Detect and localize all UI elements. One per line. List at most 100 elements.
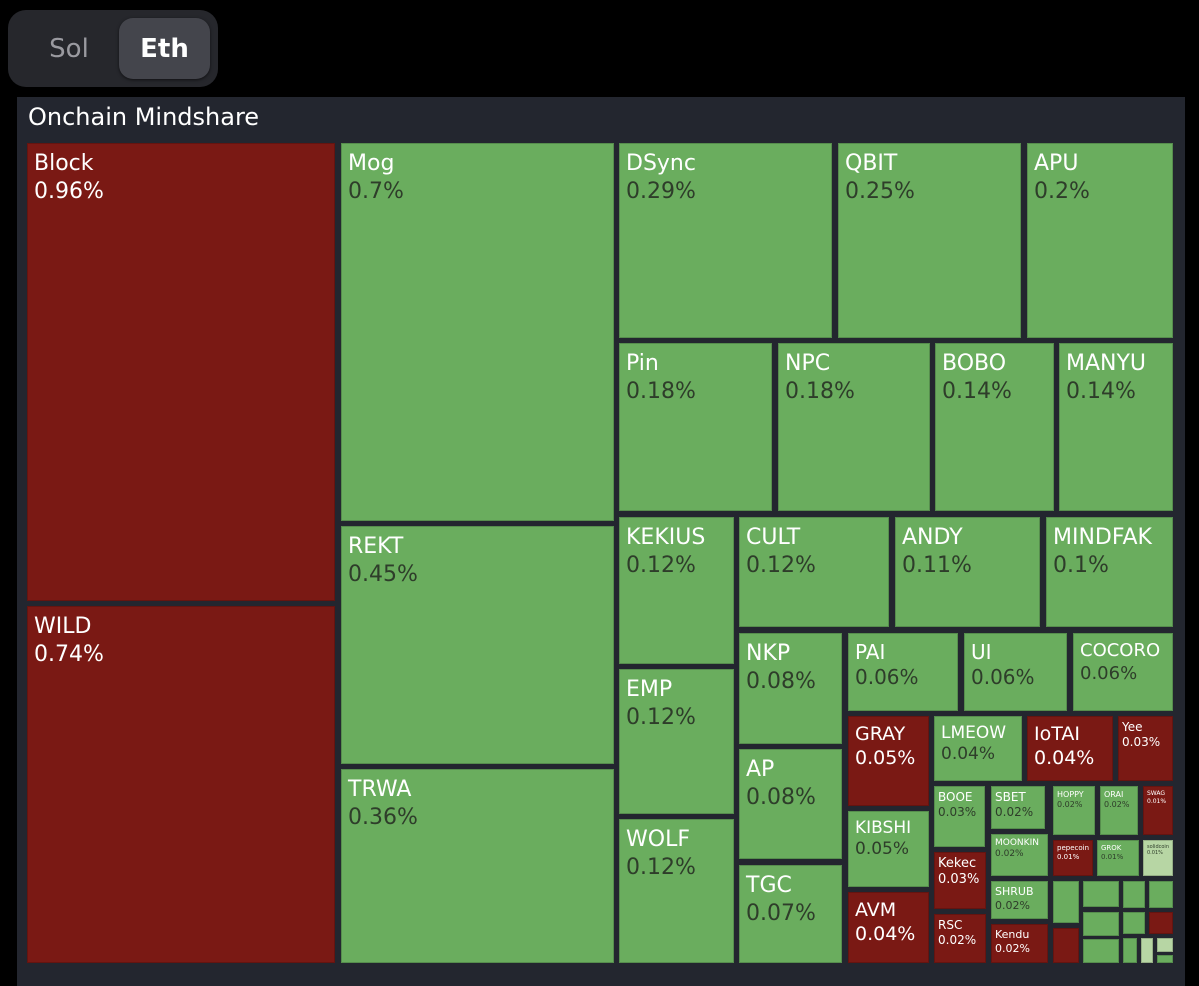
tile-percent: 0.02% [995, 941, 1030, 955]
tile-name: DSync [626, 151, 696, 176]
tile-label: HOPPY 0.02% [1057, 790, 1084, 810]
tile-kekec[interactable]: Kekec 0.03% [934, 852, 986, 909]
tile-label: Block 0.96% [34, 150, 104, 205]
tile-small[interactable] [1083, 912, 1119, 936]
tile-rekt[interactable]: REKT 0.45% [341, 526, 614, 764]
tile-percent: 0.45% [348, 561, 418, 587]
treemap-panel: Onchain Mindshare Block 0.96% WILD 0.74% Mog… [17, 97, 1185, 986]
tile-emp[interactable]: EMP 0.12% [619, 669, 734, 814]
tile-name: Kekec [938, 856, 977, 871]
tile-small[interactable] [1149, 881, 1173, 908]
tile-percent: 0.01% [1147, 797, 1167, 805]
tile-manyu[interactable]: MANYU 0.14% [1059, 343, 1173, 511]
tile-hoppy[interactable]: HOPPY 0.02% [1053, 786, 1095, 835]
tile-wolf[interactable]: WOLF 0.12% [619, 819, 734, 963]
tile-small[interactable] [1123, 938, 1137, 963]
tile-small[interactable] [1141, 938, 1153, 963]
tile-percent: 0.01% [1101, 852, 1124, 861]
tile-small[interactable] [1053, 881, 1079, 923]
tile-percent: 0.96% [34, 178, 104, 204]
tile-lmeow[interactable]: LMEOW 0.04% [934, 716, 1022, 781]
tile-label: QBIT 0.25% [845, 150, 915, 205]
tile-label: MINDFAK 0.1% [1053, 524, 1152, 579]
tile-name: IoTAI [1034, 723, 1080, 745]
tile-small[interactable] [1157, 938, 1173, 952]
tile-label: TGC 0.07% [746, 872, 816, 927]
tile-label: WOLF 0.12% [626, 826, 696, 881]
tile-percent: 0.12% [626, 854, 696, 880]
tile-label: NPC 0.18% [785, 350, 855, 405]
tile-iotai[interactable]: IoTAI 0.04% [1027, 716, 1113, 781]
tile-grok[interactable]: GROK 0.01% [1097, 840, 1139, 876]
tile-small[interactable] [1123, 881, 1145, 908]
tile-wild[interactable]: WILD 0.74% [27, 606, 335, 963]
tile-percent: 0.02% [995, 898, 1030, 912]
tile-cult[interactable]: CULT 0.12% [739, 517, 889, 627]
tile-moonkin[interactable]: MOONKIN 0.02% [991, 834, 1048, 876]
tile-name: solidcoin [1147, 844, 1169, 850]
tile-name: CULT [746, 525, 801, 550]
tile-name: GRAY [855, 723, 906, 745]
tile-percent: 0.06% [1080, 662, 1138, 684]
tile-cocoro[interactable]: COCORO 0.06% [1073, 633, 1173, 711]
tile-mindfak[interactable]: MINDFAK 0.1% [1046, 517, 1173, 627]
tile-trwa[interactable]: TRWA 0.36% [341, 769, 614, 963]
tile-percent: 0.04% [855, 922, 916, 945]
tile-small[interactable] [1053, 928, 1079, 963]
tile-percent: 0.02% [995, 849, 1024, 860]
tile-small[interactable] [1083, 881, 1119, 907]
tile-yee[interactable]: Yee 0.03% [1118, 716, 1173, 781]
tile-label: UI 0.06% [971, 640, 1035, 690]
tile-percent: 0.01% [1057, 852, 1080, 861]
tile-bobo[interactable]: BOBO 0.14% [935, 343, 1054, 511]
tile-ap[interactable]: AP 0.08% [739, 749, 842, 859]
tile-small[interactable] [1083, 939, 1119, 963]
tile-pai[interactable]: PAI 0.06% [848, 633, 958, 711]
tile-npc[interactable]: NPC 0.18% [778, 343, 930, 511]
tile-label: MANYU 0.14% [1066, 350, 1146, 405]
tile-name: UI [971, 640, 992, 664]
tile-sbet[interactable]: SBET 0.02% [991, 786, 1045, 829]
tile-ui[interactable]: UI 0.06% [964, 633, 1067, 711]
tile-name: KIBSHI [855, 818, 912, 838]
tile-pepecoin[interactable]: pepecoin 0.01% [1053, 840, 1093, 876]
tile-kendu[interactable]: Kendu 0.02% [991, 924, 1048, 963]
tile-kekius[interactable]: KEKIUS 0.12% [619, 517, 734, 664]
tile-qbit[interactable]: QBIT 0.25% [838, 143, 1021, 338]
tile-label: KIBSHI 0.05% [855, 818, 911, 861]
tile-name: Mog [348, 151, 395, 176]
tile-dsync[interactable]: DSync 0.29% [619, 143, 832, 338]
tile-gray[interactable]: GRAY 0.05% [848, 716, 929, 806]
tile-small[interactable] [1157, 955, 1173, 963]
tile-percent: 0.36% [348, 804, 418, 830]
tile-small[interactable] [1123, 912, 1145, 934]
tile-rsc[interactable]: RSC 0.02% [934, 914, 986, 963]
tile-andy[interactable]: ANDY 0.11% [895, 517, 1040, 627]
tile-solidcoin[interactable]: solidcoin 0.01% [1143, 840, 1173, 876]
tile-label: AVM 0.04% [855, 899, 915, 947]
tile-nkp[interactable]: NKP 0.08% [739, 633, 842, 744]
tile-block[interactable]: Block 0.96% [27, 143, 335, 601]
tile-percent: 0.02% [1057, 800, 1083, 809]
tile-name: KEKIUS [626, 525, 706, 550]
tile-pin[interactable]: Pin 0.18% [619, 343, 772, 511]
tile-name: ORAI [1104, 790, 1124, 799]
tile-kibshi[interactable]: KIBSHI 0.05% [848, 811, 929, 887]
tile-swag[interactable]: SWAG 0.01% [1143, 786, 1173, 835]
tile-small[interactable] [1149, 912, 1173, 934]
tile-percent: 0.01% [1147, 850, 1163, 857]
tile-tgc[interactable]: TGC 0.07% [739, 865, 842, 963]
tile-percent: 0.02% [938, 933, 977, 947]
tile-orai[interactable]: ORAI 0.02% [1100, 786, 1138, 835]
tile-percent: 0.07% [746, 900, 816, 926]
eth-tab[interactable]: Eth [119, 18, 210, 79]
sol-tab[interactable]: Sol [49, 33, 89, 64]
tile-apu[interactable]: APU 0.2% [1027, 143, 1173, 338]
tile-name: GROK [1101, 844, 1122, 852]
tile-percent: 0.08% [746, 668, 816, 694]
tile-shrub[interactable]: SHRUB 0.02% [991, 881, 1048, 919]
tile-mog[interactable]: Mog 0.7% [341, 143, 614, 521]
tile-avm[interactable]: AVM 0.04% [848, 892, 929, 963]
tile-label: pepecoin 0.01% [1057, 844, 1089, 862]
tile-booe[interactable]: BOOE 0.03% [934, 786, 985, 847]
